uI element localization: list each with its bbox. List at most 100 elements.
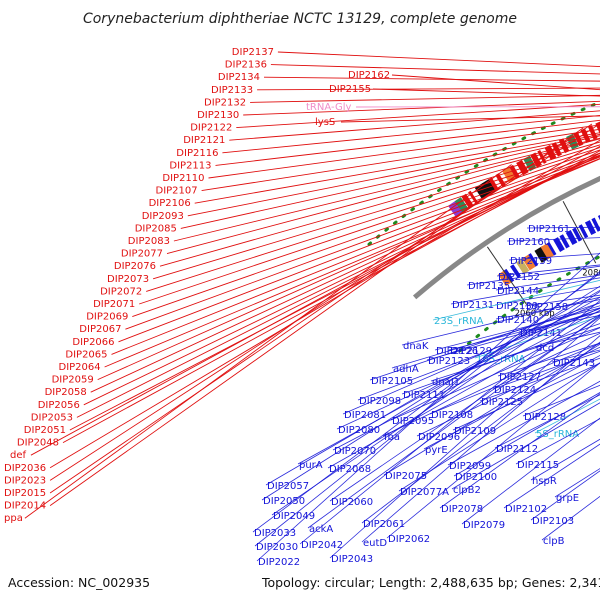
reverse-feature: [540, 243, 555, 260]
reverse-label-leader: [452, 362, 600, 431]
reverse-gene-label: DIP2050: [263, 496, 305, 507]
reverse-label-leader: [398, 362, 600, 492]
forward-label-leader: [69, 152, 600, 431]
reverse-gene-label: DIP2079: [463, 520, 505, 531]
forward-gene-label: DIP2162: [348, 70, 390, 81]
forward-label-leader: [83, 154, 600, 406]
reverse-gene-label: dcd: [536, 343, 554, 354]
reverse-gene-label: DIP2033: [254, 528, 296, 539]
forward-label-leader: [146, 147, 600, 292]
forward-gene-label: DIP2051: [24, 425, 66, 436]
reverse-gene-label: DIP2112: [496, 444, 538, 455]
forward-label-leader: [229, 110, 600, 141]
forward-label-leader: [215, 119, 600, 166]
reverse-label-leader: [327, 313, 600, 469]
reverse-gene-label: DIP2144: [497, 286, 539, 297]
reverse-gene-label: DIP2127: [499, 372, 541, 383]
reverse-gene-label: DIP2022: [258, 557, 300, 568]
forward-gene-label: DIP2067: [79, 324, 121, 335]
reverse-gene-label: DIP2131: [452, 300, 494, 311]
forward-label-leader: [236, 103, 600, 129]
reverse-label-leader: [329, 317, 600, 559]
forward-feature: [495, 173, 506, 188]
reverse-gene-label: DIP2105: [371, 376, 413, 387]
forward-label-leader: [222, 114, 600, 154]
forward-gene-label: ppa: [4, 513, 23, 524]
reverse-feature: [528, 253, 539, 267]
reverse-label-leader: [361, 341, 600, 524]
reverse-label-leader: [439, 393, 600, 509]
reverse-gene-label: DIP2062: [388, 534, 430, 545]
reverse-feature: [522, 254, 537, 271]
reverse-gene-label: DIP2109: [454, 426, 496, 437]
reverse-gene-label: DIP2103: [532, 516, 574, 527]
reverse-gene-label: DIP2081: [344, 410, 386, 421]
genome-backbone: [412, 175, 600, 300]
reverse-gene-label: 5S_rRNA: [536, 429, 579, 440]
reverse-gene-label: 23S_rRNA: [434, 316, 484, 327]
forward-label-leader: [277, 51, 600, 68]
reverse-feature: [510, 264, 522, 279]
forward-gene-label: DIP2064: [59, 362, 101, 373]
forward-gene-label: def: [10, 450, 27, 461]
reverse-gene-label: grpE: [556, 493, 579, 504]
forward-label-leader: [263, 76, 600, 82]
forward-gene-label: DIP2059: [52, 375, 94, 386]
forward-label-leader: [187, 133, 600, 217]
reverse-gene-label: DIP2111: [403, 390, 445, 401]
reverse-label-leader: [494, 394, 600, 449]
reverse-gene-label: DIP2140: [497, 315, 539, 326]
reverse-feature: [546, 241, 557, 256]
forward-gene-label: DIP2134: [218, 72, 260, 83]
forward-gene-label: DIP2155: [329, 84, 371, 95]
reverse-feature: [591, 217, 600, 232]
forward-gene-label: DIP2056: [38, 400, 80, 411]
reverse-label-leader: [299, 300, 600, 545]
forward-label-leader: [125, 154, 600, 330]
reverse-feature: [553, 237, 565, 252]
forward-label-leader: [257, 87, 600, 91]
reverse-label-leader: [447, 380, 600, 466]
forward-label-leader: [111, 158, 600, 355]
forward-feature: [587, 125, 598, 140]
forward-label-leader: [340, 115, 600, 123]
forward-gene-label: DIP2137: [232, 47, 274, 58]
reverse-gene-label: adhA: [393, 364, 419, 375]
reverse-label-leader: [391, 305, 600, 369]
forward-gene-label: DIP2132: [204, 97, 246, 108]
reverse-label-leader: [271, 291, 600, 516]
reverse-gene-label: DIP2077A: [400, 487, 449, 498]
reverse-gene-label: DIP2159: [510, 256, 552, 267]
forward-label-leader: [24, 164, 512, 519]
reverse-gene-label: DIP2030: [256, 542, 298, 553]
forward-gene-label: DIP2083: [128, 236, 170, 247]
reverse-label-leader: [361, 335, 600, 543]
reverse-label-leader: [332, 309, 600, 451]
tick-mark: [486, 246, 528, 305]
forward-label-leader: [30, 145, 600, 456]
reverse-label-leader: [256, 252, 600, 562]
reverse-gene-label: DIP2125: [481, 397, 523, 408]
forward-label-leader: [139, 149, 600, 305]
reverse-gene-label: DIP2049: [273, 511, 315, 522]
forward-gene-label: DIP2065: [65, 349, 107, 360]
forward-gene-label: DIP2113: [169, 160, 211, 171]
forward-gene-label: DIP2071: [93, 299, 135, 310]
reverse-label-leader: [448, 311, 600, 351]
forward-gene-label: DIP2076: [114, 261, 156, 272]
reverse-gene-label: DIP2123: [428, 356, 470, 367]
reverse-gene-label: DIP2141: [520, 328, 562, 339]
reverse-label-leader: [369, 302, 600, 381]
reverse-gene-label: DIP2057: [267, 481, 309, 492]
reverse-gene-label: ackA: [309, 524, 333, 535]
forward-label-leader: [250, 94, 600, 103]
forward-gene-label: lysS: [315, 117, 335, 128]
reverse-label-leader: [474, 315, 600, 359]
forward-gene-label: tRNA-Gly: [306, 102, 351, 113]
reverse-label-leader: [461, 417, 600, 525]
forward-gene-label: DIP2023: [4, 475, 46, 486]
reverse-feature: [516, 258, 530, 275]
forward-label-leader: [201, 128, 600, 192]
forward-gene-label: DIP2121: [183, 135, 225, 146]
forward-label-leader: [118, 156, 600, 343]
